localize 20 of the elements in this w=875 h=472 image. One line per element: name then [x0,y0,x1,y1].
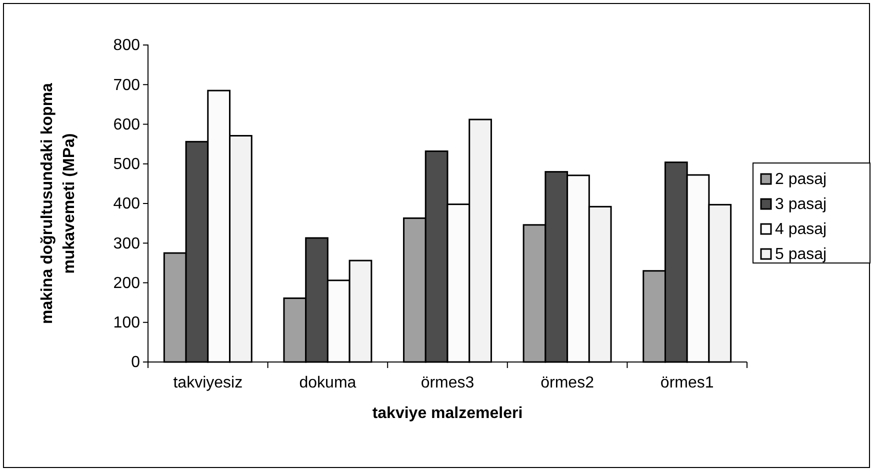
legend-label: 3 pasaj [775,196,827,213]
x-tick-label: örmes3 [420,374,474,392]
x-tick-label: dokuma [299,374,356,392]
x-tick-label: örmes2 [540,374,594,392]
y-axis-title: makina doğrultusundaki kopma mukavemeti (MPa) [39,82,78,324]
x-tick-label: takviyesiz [173,374,243,392]
y-tick-label: 400 [113,196,140,213]
legend-label: 5 pasaj [775,246,827,263]
y-tick-label: 200 [113,274,140,292]
y-tick-label: 300 [113,235,140,252]
y-tick-label: 800 [113,37,140,54]
y-tick-label: 600 [113,116,140,134]
y-tick-label: 500 [113,156,140,173]
y-tick-label: 0 [131,354,140,372]
y-tick-label: 700 [113,76,140,94]
legend-label: 4 pasaj [775,221,827,238]
x-tick-label: örmes1 [660,374,714,392]
legend-label: 2 pasaj [775,171,827,188]
y-tick-label: 100 [113,314,140,332]
x-axis-title: takviye malzemeleri [372,405,523,422]
